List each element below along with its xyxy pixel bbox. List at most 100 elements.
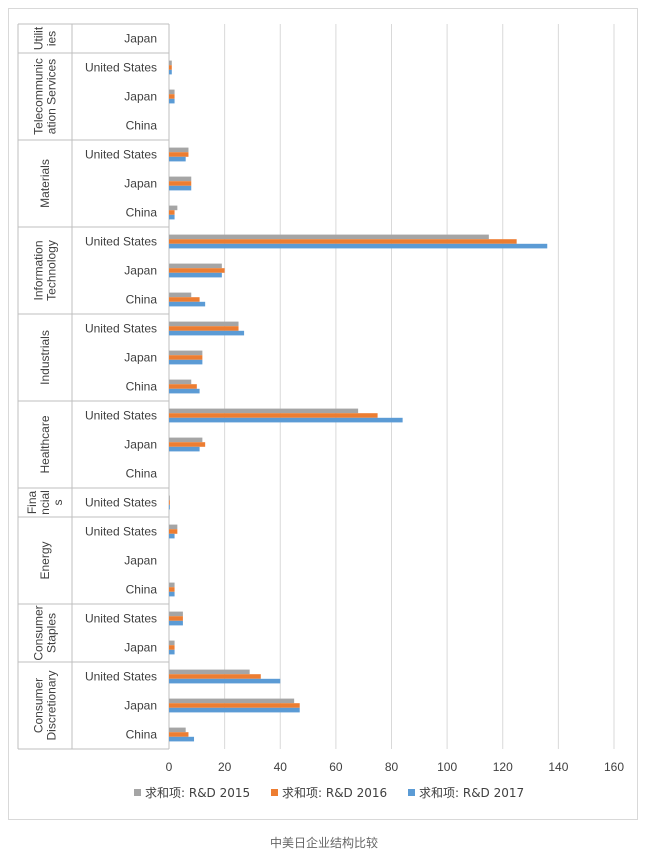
bar bbox=[169, 263, 222, 269]
sector-label-line: Materials bbox=[38, 159, 52, 208]
bar bbox=[169, 272, 222, 278]
bar bbox=[169, 321, 239, 327]
x-tick-label: 80 bbox=[385, 760, 399, 774]
bar bbox=[169, 669, 250, 675]
bar bbox=[169, 98, 175, 104]
sector-label-line: Fina bbox=[25, 491, 39, 515]
country-label: Japan bbox=[124, 264, 157, 278]
bar bbox=[169, 616, 183, 621]
sector-label: Materials bbox=[38, 159, 52, 208]
country-label: China bbox=[126, 583, 158, 597]
country-label: Japan bbox=[124, 90, 157, 104]
bar bbox=[169, 69, 172, 75]
bar bbox=[169, 674, 261, 679]
x-tick-label: 160 bbox=[604, 760, 624, 774]
sector-label: ConsumerStaples bbox=[32, 605, 59, 660]
x-tick-label: 20 bbox=[218, 760, 232, 774]
bar bbox=[169, 388, 200, 394]
bar bbox=[169, 620, 183, 626]
country-label: Japan bbox=[124, 177, 157, 191]
sector-label: InformationTechnology bbox=[32, 240, 59, 301]
bar bbox=[169, 533, 175, 539]
country-label: Japan bbox=[124, 438, 157, 452]
bar bbox=[169, 326, 239, 331]
bar bbox=[169, 297, 200, 302]
sector-label-line: ation Services bbox=[45, 59, 59, 134]
country-label: Japan bbox=[124, 641, 157, 655]
sector-label-line: Technology bbox=[45, 240, 59, 301]
legend-swatch bbox=[134, 789, 141, 796]
bar bbox=[169, 60, 172, 66]
bar bbox=[169, 210, 175, 215]
bar bbox=[169, 359, 203, 365]
sector-label-line: ncial bbox=[38, 490, 52, 515]
bar bbox=[169, 205, 178, 211]
bar bbox=[169, 147, 189, 153]
bar bbox=[169, 500, 170, 505]
bar bbox=[169, 678, 281, 684]
bar bbox=[169, 355, 203, 360]
bar bbox=[169, 65, 172, 70]
country-label: United States bbox=[85, 322, 157, 336]
x-tick-label: 0 bbox=[166, 760, 173, 774]
bar bbox=[169, 181, 192, 186]
bar bbox=[169, 214, 175, 220]
bar bbox=[169, 727, 186, 733]
sector-label-line: Healthcare bbox=[38, 415, 52, 473]
figure-caption: 中美日企业结构比较 bbox=[269, 836, 378, 850]
bar bbox=[169, 649, 175, 655]
bar bbox=[169, 529, 178, 534]
bar bbox=[169, 239, 517, 244]
sector-label-line: s bbox=[51, 500, 65, 506]
bar bbox=[169, 587, 175, 592]
bar bbox=[169, 611, 183, 617]
bar bbox=[169, 707, 300, 713]
bar bbox=[169, 437, 203, 443]
sector-label-line: Energy bbox=[38, 541, 52, 579]
bar bbox=[169, 268, 225, 273]
country-label: United States bbox=[85, 409, 157, 423]
country-label: China bbox=[126, 467, 158, 481]
sector-label-line: Telecommunic bbox=[32, 58, 46, 135]
legend-swatch bbox=[408, 789, 415, 796]
x-tick-label: 40 bbox=[274, 760, 288, 774]
sector-label-line: Consumer bbox=[32, 605, 46, 660]
bar bbox=[169, 495, 170, 501]
country-label: United States bbox=[85, 496, 157, 510]
country-label: United States bbox=[85, 670, 157, 684]
legend-label: 求和项: R&D 2016 bbox=[282, 786, 387, 800]
sector-label: Financials bbox=[25, 490, 65, 515]
country-label: United States bbox=[85, 61, 157, 75]
sector-label-line: Discretionary bbox=[45, 670, 59, 740]
country-label: United States bbox=[85, 148, 157, 162]
legend-swatch bbox=[271, 789, 278, 796]
bar bbox=[169, 379, 192, 385]
sector-label: Healthcare bbox=[38, 415, 52, 473]
country-label: Japan bbox=[124, 554, 157, 568]
sector-label: Telecommunication Services bbox=[32, 58, 59, 135]
bar bbox=[169, 591, 175, 597]
bar bbox=[169, 408, 359, 414]
bar bbox=[169, 417, 403, 423]
country-label: United States bbox=[85, 235, 157, 249]
sector-label: ConsumerDiscretionary bbox=[32, 670, 59, 740]
bar bbox=[169, 446, 200, 452]
country-label: Japan bbox=[124, 699, 157, 713]
bar bbox=[169, 582, 175, 588]
country-label: Japan bbox=[124, 32, 157, 46]
x-tick-label: 140 bbox=[548, 760, 568, 774]
bar bbox=[169, 736, 195, 742]
country-label: Japan bbox=[124, 351, 157, 365]
bar bbox=[169, 234, 489, 240]
sector-label-line: Staples bbox=[45, 613, 59, 653]
x-tick-label: 100 bbox=[437, 760, 457, 774]
sector-label-line: Utilit bbox=[32, 26, 46, 50]
country-label: China bbox=[126, 293, 158, 307]
bar bbox=[169, 442, 206, 447]
country-label: China bbox=[126, 380, 158, 394]
bar bbox=[169, 384, 197, 389]
country-label: China bbox=[126, 728, 158, 742]
bar bbox=[169, 330, 245, 336]
sector-label-line: Information bbox=[32, 240, 46, 300]
